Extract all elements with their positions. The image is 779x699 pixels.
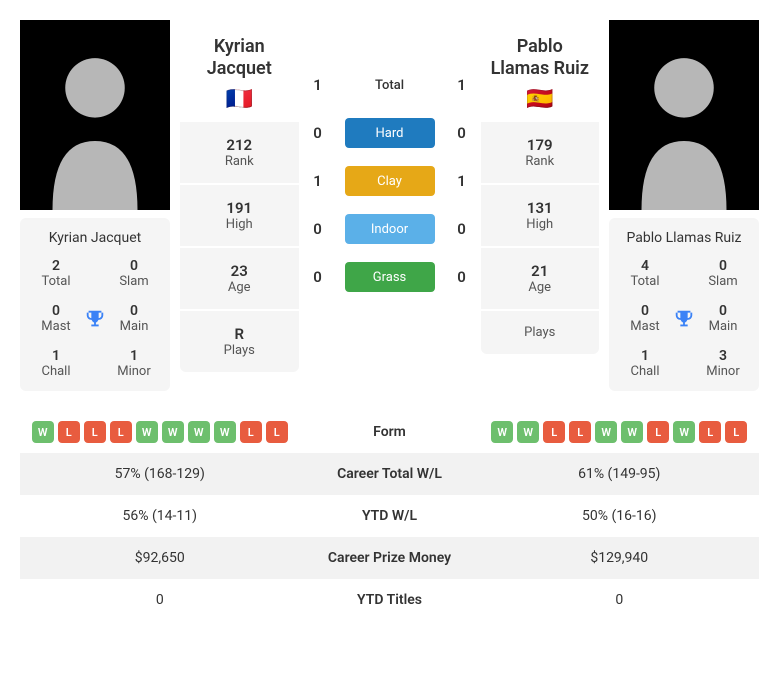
loss-badge: L (725, 421, 747, 443)
ytd-titles-row: 0 YTD Titles 0 (20, 579, 759, 621)
win-badge: W (491, 421, 513, 443)
player2-form-badges: WWLLWWLWLL (480, 421, 760, 443)
form-row: WLLLWWWWLL Form WWLLWWLWLL (20, 411, 759, 453)
win-badge: W (162, 421, 184, 443)
loss-badge: L (240, 421, 262, 443)
player1-photo (20, 20, 170, 210)
player1-form-badges: WLLLWWWWLL (20, 421, 300, 443)
loss-badge: L (543, 421, 565, 443)
win-badge: W (517, 421, 539, 443)
h2h-clay-row: 1 Clay 1 (309, 166, 471, 196)
win-badge: W (673, 421, 695, 443)
player1-column: Kyrian Jacquet 2Total 0Slam 0Mast 0Main … (20, 20, 170, 391)
win-badge: W (214, 421, 236, 443)
player2-name-heading: Pablo Llamas Ruiz (487, 36, 594, 79)
player2-stats-column: Pablo Llamas Ruiz 🇪🇸 179Rank 131High 21A… (481, 20, 600, 391)
win-badge: W (595, 421, 617, 443)
comparison-table: WLLLWWWWLL Form WWLLWWLWLL 57% (168-129)… (20, 411, 759, 621)
player1-stats-column: Kyrian Jacquet 🇫🇷 212Rank 191High 23Age … (180, 20, 299, 391)
trophy-icon (84, 308, 106, 330)
win-badge: W (32, 421, 54, 443)
france-flag-icon: 🇫🇷 (186, 87, 293, 112)
silhouette-icon (629, 40, 739, 210)
prize-row: $92,650 Career Prize Money $129,940 (20, 537, 759, 579)
player1-card-name: Kyrian Jacquet (28, 230, 162, 246)
loss-badge: L (266, 421, 288, 443)
h2h-grass-row: 0 Grass 0 (309, 262, 471, 292)
h2h-hard-row: 0 Hard 0 (309, 118, 471, 148)
player1-name-heading: Kyrian Jacquet (186, 36, 293, 79)
win-badge: W (188, 421, 210, 443)
head-to-head-header: Kyrian Jacquet 2Total 0Slam 0Mast 0Main … (20, 20, 759, 391)
h2h-total-row: 1 Total 1 (309, 70, 471, 100)
ytd-wl-row: 56% (14-11) YTD W/L 50% (16-16) (20, 495, 759, 537)
silhouette-icon (40, 40, 150, 210)
loss-badge: L (699, 421, 721, 443)
loss-badge: L (58, 421, 80, 443)
loss-badge: L (84, 421, 106, 443)
player1-titles-card: Kyrian Jacquet 2Total 0Slam 0Mast 0Main … (20, 218, 170, 391)
career-wl-row: 57% (168-129) Career Total W/L 61% (149-… (20, 453, 759, 495)
player2-titles-card: Pablo Llamas Ruiz 4Total 0Slam 0Mast 0Ma… (609, 218, 759, 391)
win-badge: W (136, 421, 158, 443)
loss-badge: L (110, 421, 132, 443)
h2h-surface-column: 1 Total 1 0 Hard 0 1 Clay 1 0 Indoor 0 0… (309, 20, 471, 391)
loss-badge: L (569, 421, 591, 443)
loss-badge: L (647, 421, 669, 443)
trophy-icon (673, 308, 695, 330)
spain-flag-icon: 🇪🇸 (487, 87, 594, 112)
h2h-indoor-row: 0 Indoor 0 (309, 214, 471, 244)
win-badge: W (621, 421, 643, 443)
player2-photo (609, 20, 759, 210)
player2-card-name: Pablo Llamas Ruiz (617, 230, 751, 246)
player2-column: Pablo Llamas Ruiz 4Total 0Slam 0Mast 0Ma… (609, 20, 759, 391)
